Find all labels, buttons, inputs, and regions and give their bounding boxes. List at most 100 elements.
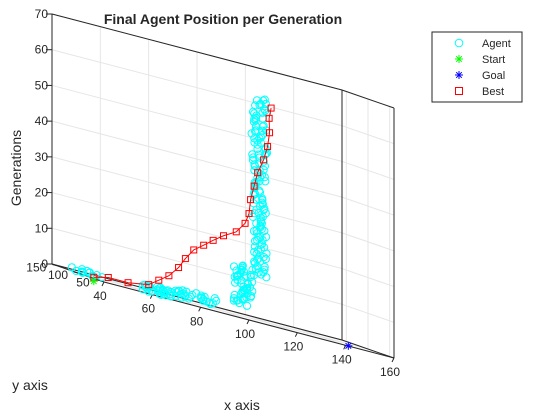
- side-wall-grid-line: [341, 303, 395, 323]
- best-marker: [267, 104, 275, 112]
- agent-marker: [251, 101, 260, 110]
- plot-area: 4060801001201401605010015001020304050607…: [26, 7, 400, 379]
- agent-marker: [250, 109, 259, 118]
- agent-marker: [229, 294, 238, 303]
- agent-marker: [246, 270, 255, 280]
- side-wall-grid-line: [341, 268, 395, 288]
- legend-best-icon: [455, 87, 463, 95]
- side-wall-grid-line: [341, 196, 395, 216]
- x-tick-label: 40: [93, 289, 107, 303]
- z-tick-label: 20: [35, 186, 49, 200]
- y-tick: [73, 271, 79, 274]
- chart-legend: Agent Start Goal Best: [431, 31, 523, 103]
- z-tick-label: 60: [35, 43, 49, 57]
- agent-marker: [258, 122, 267, 131]
- y-tick-label: 150: [26, 261, 46, 275]
- agent-marker: [77, 265, 87, 274]
- x-tick-label: 160: [380, 365, 400, 379]
- legend-agent-icon: [454, 38, 464, 48]
- side-wall-grid-line: [341, 160, 395, 180]
- best-marker: [254, 169, 262, 177]
- legend-start-icon: [455, 55, 463, 63]
- best-marker: [190, 246, 198, 254]
- agent-marker: [259, 96, 268, 105]
- x-tick-label: 80: [190, 314, 204, 328]
- legend-label: Best: [482, 86, 504, 98]
- x-tick-label: 140: [332, 352, 352, 366]
- agent-marker: [258, 126, 267, 135]
- agent-marker: [262, 232, 271, 242]
- best-marker: [266, 129, 274, 137]
- best-marker: [245, 210, 253, 218]
- side-wall-grid-line: [341, 232, 395, 252]
- best-marker: [145, 281, 153, 289]
- agent-marker: [162, 287, 171, 296]
- agent-marker: [260, 265, 269, 274]
- goal-marker: [344, 341, 353, 350]
- agent-marker: [182, 287, 191, 296]
- box-edge: [51, 13, 343, 91]
- agent-marker: [67, 263, 76, 272]
- box-edge: [341, 89, 395, 109]
- legend-label: Agent: [482, 38, 511, 50]
- x-tick-label: 120: [283, 340, 303, 354]
- back-wall-grid-line: [51, 84, 343, 162]
- best-marker: [209, 236, 217, 244]
- agent-marker: [243, 279, 253, 288]
- legend-label: Goal: [482, 70, 505, 82]
- z-tick-label: 50: [35, 78, 49, 92]
- z-tick-label: 10: [35, 221, 49, 235]
- x-tick-label: 100: [235, 327, 255, 341]
- y-tick-label: 100: [48, 268, 68, 282]
- back-wall-grid-line: [51, 49, 343, 127]
- x-axis-label: x axis: [224, 397, 260, 413]
- y-tick: [52, 264, 57, 266]
- agent-marker: [229, 296, 238, 305]
- best-marker: [181, 255, 189, 263]
- z-axis-label: Generations: [8, 130, 24, 206]
- best-marker: [241, 219, 249, 227]
- agent-marker: [260, 95, 269, 104]
- back-wall-grid-line: [51, 192, 343, 270]
- agent-marker: [192, 289, 201, 298]
- x-tick-label: 60: [142, 302, 156, 316]
- legend-goal-icon: [455, 71, 463, 79]
- agent-marker: [186, 292, 195, 301]
- agent-marker: [210, 294, 219, 303]
- x-tick: [294, 332, 298, 337]
- agent-marker: [229, 262, 239, 271]
- y-tick-label: 50: [76, 276, 90, 290]
- z-tick-label: 30: [35, 150, 49, 164]
- agent-marker: [142, 282, 151, 291]
- best-marker: [104, 273, 112, 281]
- agent-marker: [230, 290, 239, 300]
- agent-marker: [261, 177, 270, 186]
- agent-marker: [256, 221, 265, 230]
- best-marker: [232, 228, 240, 236]
- legend-label: Start: [482, 54, 505, 66]
- best-marker: [265, 114, 273, 122]
- y-axis-label: y axis: [12, 377, 48, 393]
- agent-marker: [156, 283, 165, 292]
- agent-marker: [239, 267, 249, 276]
- agent-marker: [260, 204, 269, 213]
- best-marker: [175, 264, 183, 272]
- agent-marker: [242, 301, 252, 310]
- agent-marker: [248, 150, 257, 159]
- x-tick: [149, 294, 153, 299]
- best-marker: [220, 232, 227, 240]
- agent-marker: [82, 266, 92, 276]
- legend-box: [431, 31, 523, 103]
- agent-marker: [251, 126, 260, 135]
- x-tick: [198, 307, 202, 312]
- best-marker: [165, 272, 173, 280]
- z-tick-label: 40: [35, 114, 49, 128]
- start-marker: [89, 277, 98, 286]
- best-marker: [260, 156, 268, 164]
- chart-title: Final Agent Position per Generation: [104, 11, 342, 27]
- best-marker: [264, 143, 272, 151]
- agent-marker: [197, 291, 206, 300]
- best-marker: [247, 196, 255, 204]
- best-marker: [250, 182, 258, 190]
